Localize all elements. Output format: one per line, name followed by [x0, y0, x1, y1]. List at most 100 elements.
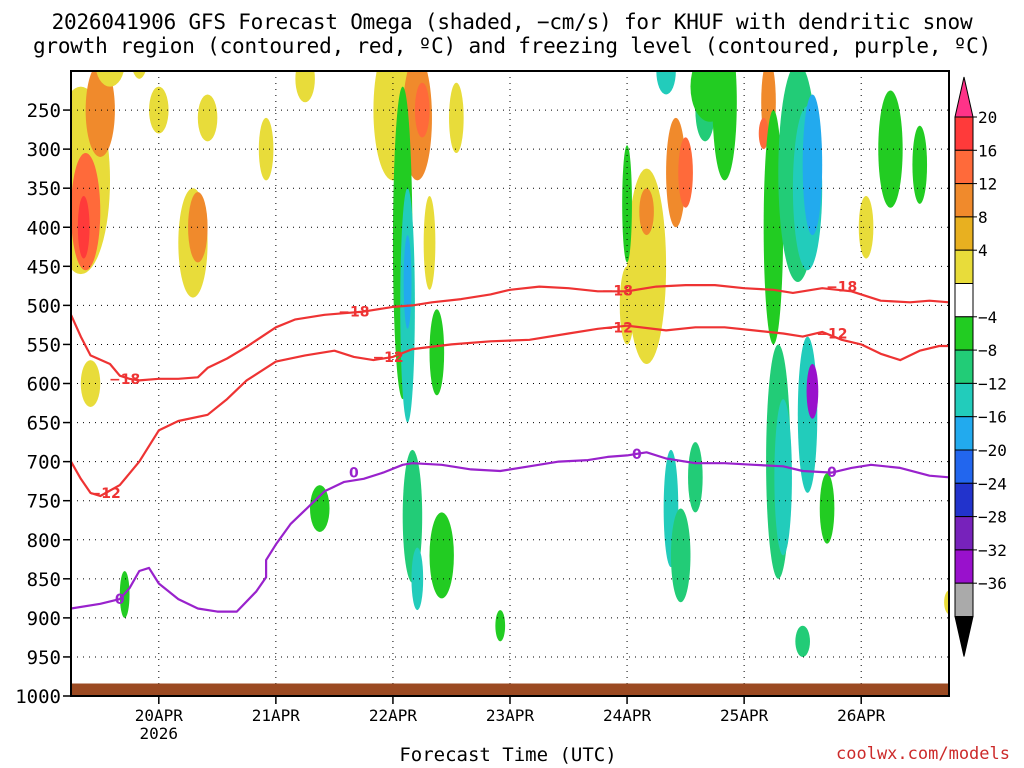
- colorbar-label-10: −24: [978, 474, 1007, 493]
- omega-cell-6: [132, 71, 146, 79]
- omega-cell-33: [411, 547, 424, 611]
- y-tick-label-450: 450: [27, 256, 61, 278]
- colorbar-swatch-5: [954, 249, 974, 284]
- contour-label-6: −12: [602, 320, 633, 336]
- omega-cell-10: [197, 94, 218, 142]
- colorbar-swatch-6: [954, 283, 974, 318]
- chart-title-line2: growth region (contoured, red, ºC) and f…: [32, 34, 992, 58]
- contour-label-8: 0: [115, 592, 125, 608]
- colorbar-swatch-7: [954, 316, 974, 351]
- contour-label-5: −12: [372, 350, 403, 366]
- colorbar-label-2: 12: [978, 175, 997, 194]
- colorbar-label-6: −8: [978, 341, 997, 360]
- x-tick-label-22APR: 22APR: [369, 706, 418, 725]
- colorbar-swatch-12: [954, 482, 974, 518]
- omega-cell-51: [774, 399, 792, 556]
- omega-cell-22: [678, 137, 693, 208]
- y-tick-label-600: 600: [27, 374, 61, 396]
- omega-cell-12: [295, 71, 315, 103]
- contour-label-10: 0: [632, 447, 642, 463]
- y-tick-label-900: 900: [27, 608, 61, 630]
- contour-line-1: [71, 324, 949, 498]
- y-tick-label-550: 550: [27, 334, 61, 356]
- omega-cell-26: [858, 196, 874, 259]
- colorbar-swatch-13: [954, 516, 974, 551]
- omega-cell-4: [80, 360, 101, 407]
- x-axis-title: Forecast Time (UTC): [399, 744, 617, 766]
- colorbar-label-5: −4: [978, 308, 997, 327]
- omega-cell-17: [449, 82, 464, 154]
- colorbar-swatch-8: [954, 349, 974, 384]
- colorbar-top-arrow: [954, 76, 974, 118]
- colorbar-swatch-2: [954, 149, 974, 185]
- contour-label-11: 0: [827, 465, 837, 481]
- x-tick-label-25APR: 25APR: [720, 706, 769, 725]
- x-tick-sublabel-20APR: 2026: [140, 724, 179, 743]
- contour-label-3: −18: [826, 280, 857, 296]
- y-tick-label-1000: 1000: [15, 686, 61, 708]
- contour-line-0: [71, 284, 949, 382]
- colorbar-swatch-15: [954, 582, 974, 618]
- y-tick-label-650: 650: [27, 413, 61, 435]
- colorbar-label-11: −28: [978, 508, 1007, 527]
- colorbar-label-12: −32: [978, 541, 1007, 560]
- omega-cell-31: [403, 235, 412, 329]
- chart-title-line1: 2026041906 GFS Forecast Omega (shaded, −…: [51, 10, 973, 34]
- colorbar-swatch-1: [954, 116, 974, 151]
- omega-cell-54: [795, 625, 810, 657]
- colorbar-label-3: 8: [978, 208, 988, 227]
- y-tick-label-350: 350: [27, 178, 61, 200]
- omega-cell-34: [429, 309, 445, 396]
- x-tick-label-24APR: 24APR: [603, 706, 652, 725]
- colorbar-swatch-4: [954, 216, 974, 251]
- omega-cell-55: [819, 473, 835, 544]
- contour-label-0: −18: [109, 372, 140, 388]
- colorbar-label-13: −36: [978, 574, 1007, 593]
- y-tick-label-500: 500: [27, 295, 61, 317]
- colorbar-swatch-3: [954, 183, 974, 218]
- omega-cell-15: [414, 82, 430, 138]
- colorbar-label-1: 16: [978, 141, 997, 160]
- y-tick-label-750: 750: [27, 491, 61, 513]
- omega-cell-41: [670, 508, 691, 603]
- omega-cell-35: [429, 512, 454, 599]
- contour-label-9: 0: [349, 466, 359, 482]
- omega-cell-49: [802, 94, 823, 236]
- y-tick-label-850: 850: [27, 569, 61, 591]
- omega-cell-20: [639, 188, 654, 236]
- colorbar-bottom-arrow: [954, 616, 974, 657]
- omega-cell-5: [96, 71, 124, 87]
- omega-cell-39: [656, 71, 676, 95]
- colorbar-swatch-10: [954, 416, 974, 451]
- colorbar-swatch-14: [954, 549, 974, 584]
- omega-cell-53: [806, 363, 819, 419]
- omega-cell-37: [495, 610, 506, 642]
- y-tick-label-400: 400: [27, 217, 61, 239]
- colorbar-swatch-9: [954, 382, 974, 418]
- omega-cell-3: [85, 71, 115, 157]
- credit-link[interactable]: coolwx.com/models: [836, 744, 1010, 764]
- omega-cell-7: [149, 86, 169, 134]
- contour-label-2: −18: [602, 284, 633, 300]
- y-tick-label-800: 800: [27, 530, 61, 552]
- omega-cell-57: [912, 125, 928, 204]
- omega-cell-28: [944, 590, 949, 614]
- terrain-band: [71, 683, 949, 696]
- colorbar-label-9: −20: [978, 441, 1007, 460]
- omega-cell-36: [310, 485, 330, 532]
- omega-cell-44: [688, 442, 703, 513]
- x-tick-label-21APR: 21APR: [252, 706, 301, 725]
- contour-label-4: −12: [90, 486, 121, 502]
- omega-cell-45: [712, 71, 737, 181]
- x-tick-label-26APR: 26APR: [837, 706, 886, 725]
- contour-line-2: [71, 451, 949, 613]
- y-tick-label-950: 950: [27, 647, 61, 669]
- contour-label-1: −18: [338, 305, 369, 321]
- colorbar-label-0: 20: [978, 108, 997, 127]
- y-tick-label-700: 700: [27, 452, 61, 474]
- omega-cell-16: [423, 196, 436, 290]
- x-tick-label-20APR: 20APR: [135, 706, 184, 725]
- omega-cell-19: [627, 168, 667, 364]
- colorbar-label-4: 4: [978, 241, 988, 260]
